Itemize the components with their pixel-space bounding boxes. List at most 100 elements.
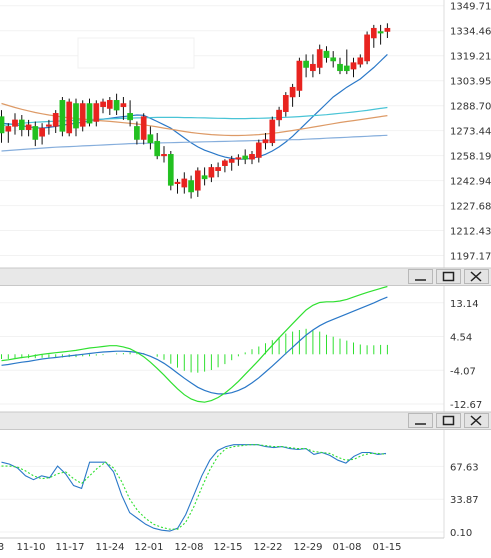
macd-lines [1, 285, 388, 403]
candle-body [188, 180, 194, 193]
candle-body [181, 178, 188, 188]
candle-body [269, 119, 276, 144]
oscillator-lines [1, 444, 387, 532]
date-label: 12-29 [293, 542, 322, 553]
date-label: 12-15 [213, 542, 242, 553]
candle-body [32, 126, 39, 140]
panel-toolbar-top [408, 269, 489, 284]
y-tick-label: 1334.46 [450, 27, 491, 38]
maximize-button[interactable] [436, 413, 461, 428]
ma-line [1, 106, 388, 127]
y-tick-label: 1288.70 [450, 102, 491, 113]
y-tick-label: 1242.94 [450, 177, 491, 188]
macd-line [1, 296, 388, 395]
candle-body [316, 49, 323, 68]
ma-line [1, 134, 388, 152]
oscillator-panel: 67.63 33.87 0.10 [0, 430, 479, 539]
y-tick-label: 0.10 [450, 528, 472, 539]
y-tick-label: -4.07 [450, 366, 476, 377]
candle-body [174, 181, 181, 184]
candle-body [167, 154, 174, 186]
close-icon [470, 415, 482, 426]
candle-body [79, 103, 86, 127]
candle-body [140, 116, 147, 140]
candle-body [235, 157, 242, 160]
date-label: 01-15 [372, 542, 401, 553]
y-tick-label: 1258.19 [450, 152, 491, 163]
candle-body [310, 63, 316, 72]
y-tick-label: 1349.71 [450, 2, 491, 13]
candle-body [228, 158, 235, 163]
candle-body [364, 34, 370, 62]
candle-body [303, 60, 309, 68]
y-tick-label: 1197.17 [450, 252, 491, 263]
macd-y-axis[interactable]: 13.14 4.54 -4.07 -12.67 [450, 299, 482, 411]
candle-body [0, 116, 5, 134]
candle-body [106, 100, 113, 109]
signal-line [1, 444, 387, 530]
y-tick-label: -12.67 [450, 400, 482, 411]
date-label: 01-08 [332, 542, 361, 553]
oscillator-grid [0, 465, 444, 533]
date-axis-labels: 3 11-10 11-17 11-24 12-01 12-08 12-15 12-22 12-2… [0, 542, 402, 553]
y-tick-label: 13.14 [450, 299, 479, 310]
ma-line [1, 102, 388, 137]
candle-body [120, 103, 127, 108]
y-tick-label: 1319.21 [450, 52, 491, 63]
close-button[interactable] [464, 269, 489, 284]
y-tick-label: 67.63 [450, 462, 479, 473]
candle-body [194, 170, 201, 191]
date-label: 12-08 [174, 542, 203, 553]
macd-panel: 13.14 4.54 -4.07 -12.67 [0, 285, 482, 412]
price-grid [0, 5, 444, 256]
date-label: 3 [0, 542, 4, 553]
candle-body [384, 27, 391, 32]
candle-body [343, 65, 350, 72]
candle-body [208, 167, 215, 178]
candle-body [242, 155, 249, 160]
ma-line [1, 53, 388, 160]
candle-body [52, 113, 59, 127]
candle-body [161, 154, 167, 157]
candle-body [262, 139, 269, 144]
candle-body [66, 101, 73, 134]
candle-body [100, 101, 106, 108]
candle-body [46, 124, 52, 127]
close-button[interactable] [464, 413, 489, 428]
candle-body [296, 60, 303, 91]
minimize-button[interactable] [408, 413, 433, 428]
candle-body [5, 126, 12, 132]
candle-body [337, 63, 343, 72]
y-tick-label: 4.54 [450, 333, 472, 344]
candle-body [282, 95, 289, 112]
y-tick-label: 33.87 [450, 495, 479, 506]
candle-body [323, 50, 330, 58]
minimize-button[interactable] [408, 269, 433, 284]
maximize-icon [442, 415, 455, 426]
date-axis[interactable]: 3 11-10 11-17 11-24 12-01 12-08 12-15 12-22 12-2… [0, 537, 444, 553]
date-label: 12-01 [134, 542, 163, 553]
candle-body [127, 113, 133, 121]
candle-body [350, 62, 357, 70]
candlesticks [0, 23, 391, 199]
candle-body [113, 100, 120, 111]
macd-line [1, 285, 388, 403]
oscillator-y-axis[interactable]: 67.63 33.87 0.10 [450, 462, 479, 539]
panel-divider-bottom[interactable] [0, 411, 491, 430]
price-y-axis[interactable]: 1349.71 1334.46 1319.21 1303.95 1288.70 1273.… [450, 2, 491, 263]
candle-body [73, 103, 79, 129]
macd-grid [0, 302, 444, 405]
candle-body [377, 31, 384, 34]
candle-body [222, 160, 228, 166]
panel-toolbar-bottom [408, 413, 489, 428]
candle-body [249, 154, 255, 160]
panel-divider-top[interactable] [0, 267, 491, 286]
y-tick-label: 1212.43 [450, 227, 491, 238]
maximize-button[interactable] [436, 269, 461, 284]
date-label: 11-17 [55, 542, 84, 553]
date-label: 11-24 [95, 542, 124, 553]
oscillator-plot-area [0, 430, 444, 538]
candle-body [86, 103, 93, 124]
